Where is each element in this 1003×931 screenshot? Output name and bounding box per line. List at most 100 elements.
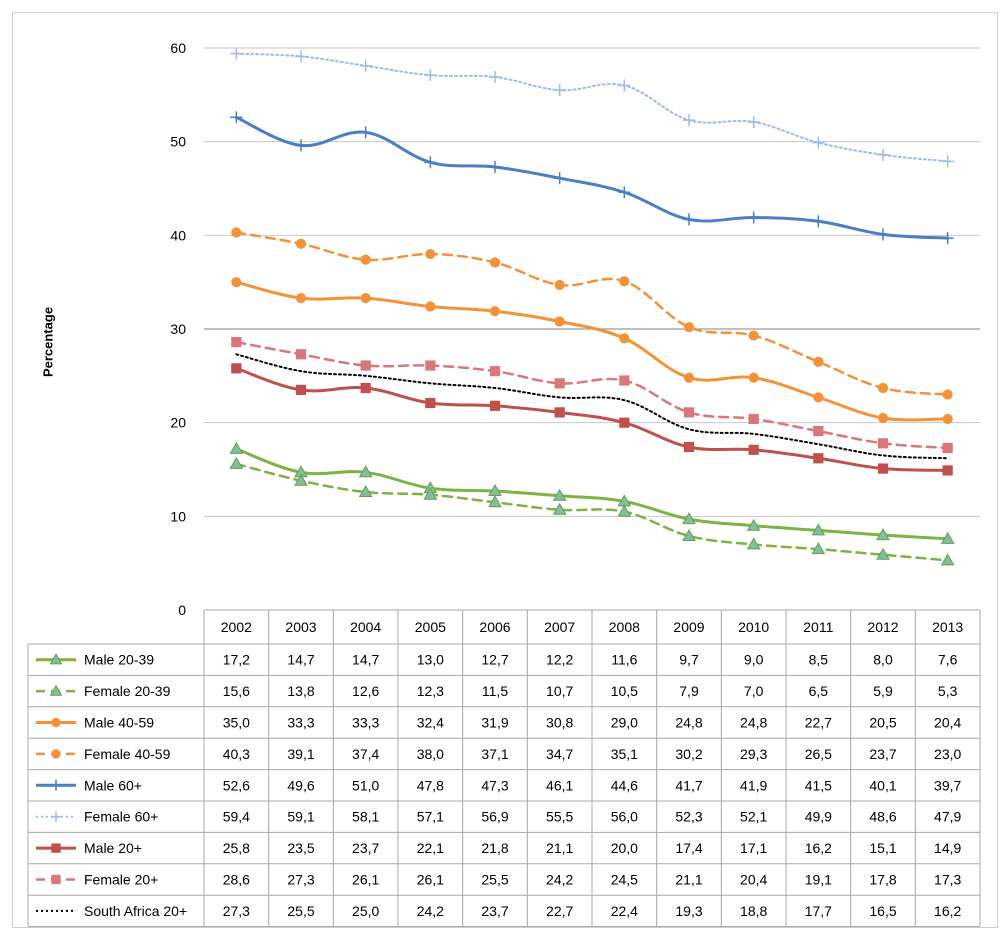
table-cell-female-60--2004: 58,1 [352,809,379,825]
point-female-40-59-2003 [295,238,307,249]
point-male-60--2003 [295,139,307,152]
table-cell-female-60--2009: 52,3 [675,809,702,825]
table-cell-male-20--2003: 23,5 [287,840,314,856]
table-cell-male-40-59-2013: 20,4 [934,715,961,731]
point-female-60--2008 [618,79,631,92]
table-cell-female-20--2008: 24,5 [611,872,638,888]
point-female-20--2008 [619,375,630,386]
point-male-20--2012 [877,463,889,474]
point-female-60--2005 [424,69,437,82]
legend-marker-female-60- [50,811,62,823]
point-male-40-59-2010 [748,372,759,383]
table-cell-male-60--2006: 47,3 [481,777,508,793]
table-cell-female-40-59-2003: 39,1 [287,746,314,762]
y-tick-labels: 0 10 20 30 40 50 60 [170,40,186,618]
point-male-40-59-2006 [489,306,501,317]
point-male-20--2008 [619,417,630,428]
table-cell-male-20--2002: 25,8 [223,840,250,856]
gridlines [204,47,980,517]
point-male-40-59-2003 [295,292,307,304]
table-cell-female-60--2010: 52,1 [740,809,767,825]
table-cell-male-60--2007: 46,1 [546,777,573,793]
point-female-60--2013 [941,155,954,168]
y-tick-20: 20 [170,415,186,431]
y-tick-10: 10 [170,508,186,524]
point-female-20--2003 [295,349,307,360]
y-tick-50: 50 [170,134,186,150]
table-cell-male-20-39-2007: 12,2 [546,652,573,668]
x-category-2007: 2007 [544,619,575,635]
point-female-20--2006 [489,366,501,377]
table-cell-female-20--2012: 17,8 [869,872,896,888]
table-cell-female-60--2011: 49,9 [805,809,832,825]
table-cell-female-40-59-2010: 29,3 [740,746,767,762]
series-line-male-20- [234,366,950,472]
table-cell-female-20-39-2008: 10,5 [611,683,638,699]
point-female-20-39-2007 [552,502,567,515]
legend-marker-male-60- [50,779,62,791]
point-female-20-39-2010 [746,537,761,550]
point-female-20--2005 [425,360,436,371]
table-cell-male-20--2006: 21,8 [481,840,508,856]
x-category-2005: 2005 [415,619,446,635]
x-category-2004: 2004 [350,619,381,635]
point-female-60--2002 [230,47,243,60]
x-category-2012: 2012 [867,619,898,635]
legend-label-female-20-39: Female 20-39 [84,683,171,699]
table-cell-south-africa-20--2009: 19,3 [675,903,702,919]
table-cell-female-20-39-2006: 11,5 [482,683,508,699]
table-cell-female-20-39-2013: 5,3 [938,683,958,699]
series-line-female-40-59 [235,231,949,396]
table-cell-female-40-59-2007: 34,7 [546,746,573,762]
table-cell-south-africa-20--2005: 24,2 [417,903,444,919]
table-cell-male-40-59-2010: 24,8 [740,715,767,731]
y-tick-30: 30 [170,321,186,337]
y-tick-0: 0 [178,602,186,618]
table-cell-male-40-59-2004: 33,3 [352,715,379,731]
point-female-60--2012 [877,148,889,161]
table-cell-south-africa-20--2008: 22,4 [611,903,638,919]
legend-marker-male-40-59 [51,717,61,728]
point-male-20-39-2010 [746,518,761,531]
point-male-60--2009 [683,213,695,226]
point-female-20--2011 [813,425,824,437]
point-male-40-59-2007 [554,316,565,327]
table-cell-male-40-59-2008: 29,0 [611,715,638,731]
point-female-20-39-2004 [358,484,373,497]
table-cell-male-20-39-2004: 14,7 [352,652,379,668]
table-cell-male-60--2010: 41,9 [740,777,767,793]
point-female-20-39-2011 [811,542,826,555]
table-cell-male-20--2010: 17,1 [740,840,767,856]
point-male-40-59-2008 [619,333,630,344]
point-male-40-59-2013 [942,413,953,425]
point-female-20--2007 [554,378,565,389]
point-male-60--2002 [230,111,243,124]
table-cell-south-africa-20--2011: 17,7 [805,903,832,919]
point-male-60--2013 [941,232,954,245]
table-cell-male-40-59-2006: 31,9 [481,715,508,731]
point-male-40-59-2005 [425,301,436,312]
point-female-60--2010 [747,115,760,128]
table-cell-female-60--2005: 57,1 [417,809,444,825]
point-female-40-59-2012 [877,382,889,394]
legend-label-female-60-: Female 60+ [84,809,158,825]
table-cell-south-africa-20--2002: 27,3 [223,903,250,919]
series-line-male-40-59 [234,280,950,422]
point-male-60--2005 [424,156,437,169]
table-cell-female-20--2002: 28,6 [223,872,250,888]
point-male-20-39-2012 [876,528,890,541]
point-male-60--2006 [489,160,501,173]
table-cell-male-40-59-2012: 20,5 [869,715,896,731]
table-cell-male-60--2009: 41,7 [675,777,702,793]
legend-marker-male-20- [51,843,61,853]
point-male-20--2002 [231,363,242,374]
point-female-40-59-2005 [425,248,436,260]
table-cell-female-40-59-2006: 37,1 [481,746,508,762]
point-male-20-39-2004 [358,465,373,478]
table-cell-female-60--2002: 59,4 [223,809,250,825]
table-cell-female-20--2006: 25,5 [481,872,508,888]
point-female-40-59-2009 [683,322,695,333]
chart-frame [12,12,998,928]
point-female-40-59-2010 [748,330,759,341]
table-cell-female-60--2006: 56,9 [481,809,508,825]
